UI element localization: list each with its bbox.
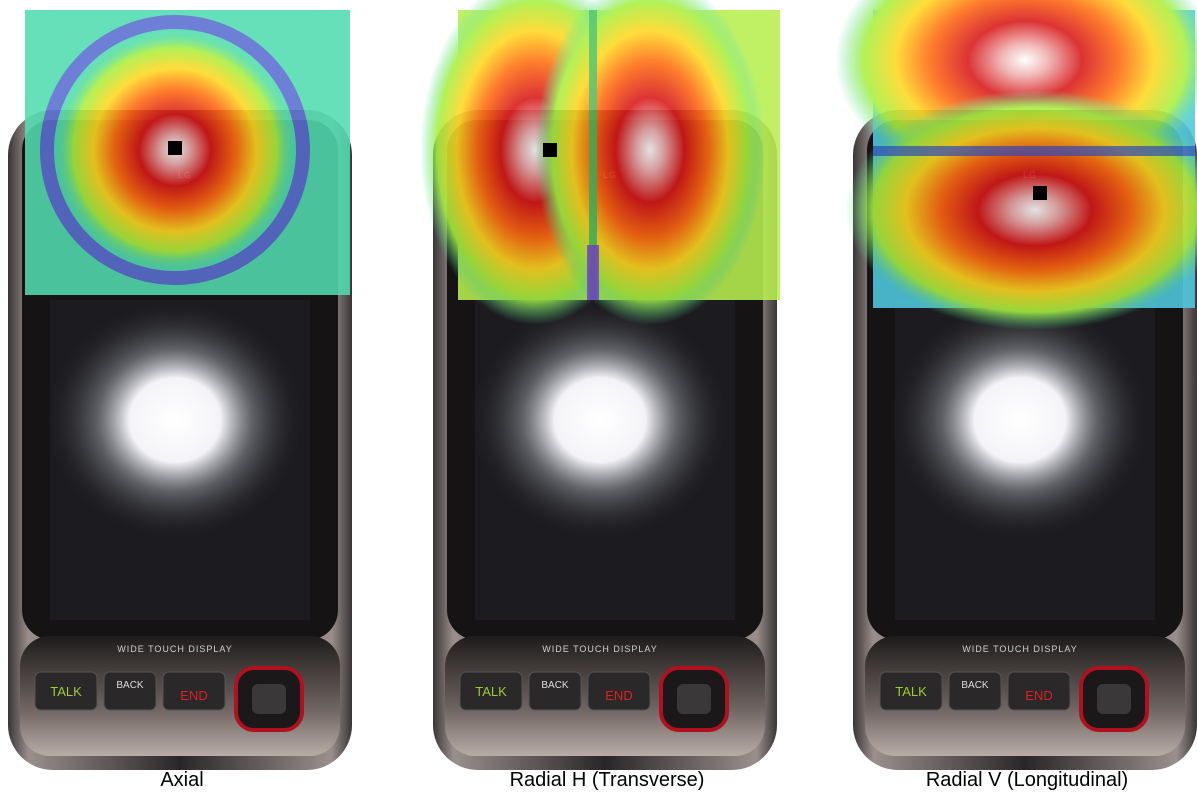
end-label: END — [1025, 688, 1052, 703]
back-button — [948, 671, 1002, 711]
probe-marker — [168, 141, 182, 155]
screen-glare — [890, 300, 1150, 540]
heatmap — [25, 10, 350, 295]
back-label: BACK — [961, 680, 989, 691]
talk-button — [879, 671, 943, 711]
display-label: WIDE TOUCH DISPLAY — [542, 644, 658, 654]
end-label: END — [605, 688, 632, 703]
screen-glare — [470, 300, 730, 540]
talk-button — [34, 671, 98, 711]
end-button — [162, 671, 226, 711]
heatmap-null — [587, 245, 599, 300]
heatmap — [420, 0, 780, 325]
nav-center — [1097, 684, 1131, 714]
heatmap-null — [873, 146, 1195, 156]
back-label: BACK — [541, 680, 569, 691]
end-button — [587, 671, 651, 711]
display-label: WIDE TOUCH DISPLAY — [962, 644, 1078, 654]
probe-marker — [543, 143, 557, 157]
screen-glare — [45, 300, 305, 540]
talk-label: TALK — [895, 684, 927, 699]
heatmap-ring — [40, 15, 310, 285]
talk-label: TALK — [50, 684, 82, 699]
heatmap — [835, 0, 1197, 330]
caption: Radial H (Transverse) — [510, 769, 705, 791]
talk-button — [459, 671, 523, 711]
end-button — [1007, 671, 1071, 711]
talk-label: TALK — [475, 684, 507, 699]
probe-marker — [1033, 186, 1047, 200]
back-label: BACK — [116, 680, 144, 691]
nav-center — [252, 684, 286, 714]
back-button — [528, 671, 582, 711]
heatmap-null — [589, 10, 597, 300]
display-label: WIDE TOUCH DISPLAY — [117, 644, 233, 654]
nav-center — [677, 684, 711, 714]
caption: Radial V (Longitudinal) — [926, 769, 1128, 791]
back-button — [103, 671, 157, 711]
caption: Axial — [160, 769, 203, 791]
end-label: END — [180, 688, 207, 703]
